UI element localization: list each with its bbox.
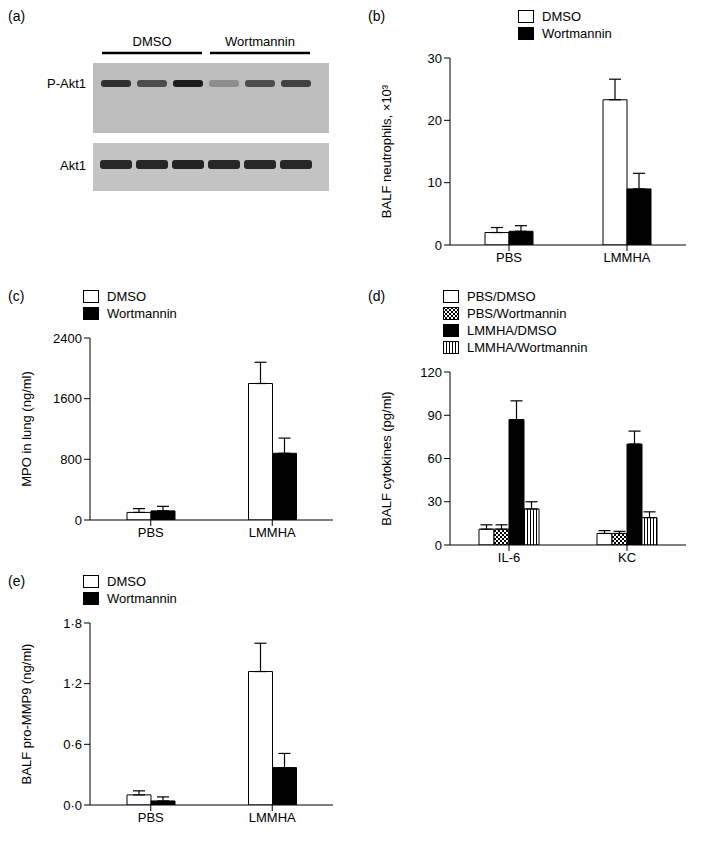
svg-text:2400: 2400 xyxy=(53,331,82,346)
svg-text:1·2: 1·2 xyxy=(63,676,82,691)
svg-text:1600: 1600 xyxy=(53,391,82,406)
html-text:(e): (e) xyxy=(8,573,26,589)
svg-text:90: 90 xyxy=(428,408,442,423)
svg-text:0: 0 xyxy=(435,538,442,553)
svg-text:0: 0 xyxy=(435,238,442,253)
svg-text:KC: KC xyxy=(618,550,636,565)
html-text:(a): (a) xyxy=(8,8,26,24)
svg-text:BALF cytokines (pg/ml): BALF cytokines (pg/ml) xyxy=(379,391,394,525)
svg-text:PBS: PBS xyxy=(138,525,164,540)
svg-text:800: 800 xyxy=(60,452,82,467)
svg-text:MPO in lung (ng/ml): MPO in lung (ng/ml) xyxy=(19,371,34,487)
svg-text:0·0: 0·0 xyxy=(63,798,82,813)
html-text:(d): (d) xyxy=(368,288,386,304)
html-text:DMSO: DMSO xyxy=(107,574,146,589)
html-text:Wortmannin: Wortmannin xyxy=(542,26,612,41)
html-text:Wortmannin: Wortmannin xyxy=(107,591,177,606)
svg-text:1·8: 1·8 xyxy=(63,616,82,631)
svg-text:30: 30 xyxy=(428,494,442,509)
svg-text:PBS: PBS xyxy=(138,810,164,825)
html-text:(b): (b) xyxy=(368,8,386,24)
html-text:(c): (c) xyxy=(8,288,25,304)
svg-text:PBS: PBS xyxy=(496,250,522,265)
svg-text:P-Akt1: P-Akt1 xyxy=(47,76,86,91)
html-text:LMMHA/DMSO: LMMHA/DMSO xyxy=(467,323,557,338)
svg-text:60: 60 xyxy=(428,451,442,466)
html-text:DMSO: DMSO xyxy=(107,289,146,304)
svg-text:LMMHA: LMMHA xyxy=(604,250,651,265)
html-text:PBS/Wortmannin: PBS/Wortmannin xyxy=(467,306,567,321)
svg-text:0: 0 xyxy=(75,513,82,528)
svg-text:Wortmannin: Wortmannin xyxy=(225,34,295,49)
html-text:LMMHA/Wortmannin: LMMHA/Wortmannin xyxy=(467,340,588,355)
svg-text:10: 10 xyxy=(428,175,442,190)
html-text:Wortmannin: Wortmannin xyxy=(107,306,177,321)
svg-text:LMMHA: LMMHA xyxy=(249,810,296,825)
svg-text:0·6: 0·6 xyxy=(63,737,82,752)
html-text:PBS/DMSO: PBS/DMSO xyxy=(467,289,536,304)
svg-text:BALF neutrophils, ×10³: BALF neutrophils, ×10³ xyxy=(379,84,394,218)
html-text:DMSO: DMSO xyxy=(542,9,581,24)
svg-text:20: 20 xyxy=(428,113,442,128)
svg-text:LMMHA: LMMHA xyxy=(249,525,296,540)
svg-text:IL-6: IL-6 xyxy=(498,550,520,565)
svg-text:120: 120 xyxy=(420,365,442,380)
svg-text:30: 30 xyxy=(428,51,442,66)
svg-text:BALF pro-MMP9 (ng/ml): BALF pro-MMP9 (ng/ml) xyxy=(19,644,34,785)
svg-text:DMSO: DMSO xyxy=(133,34,172,49)
svg-text:Akt1: Akt1 xyxy=(60,158,86,173)
